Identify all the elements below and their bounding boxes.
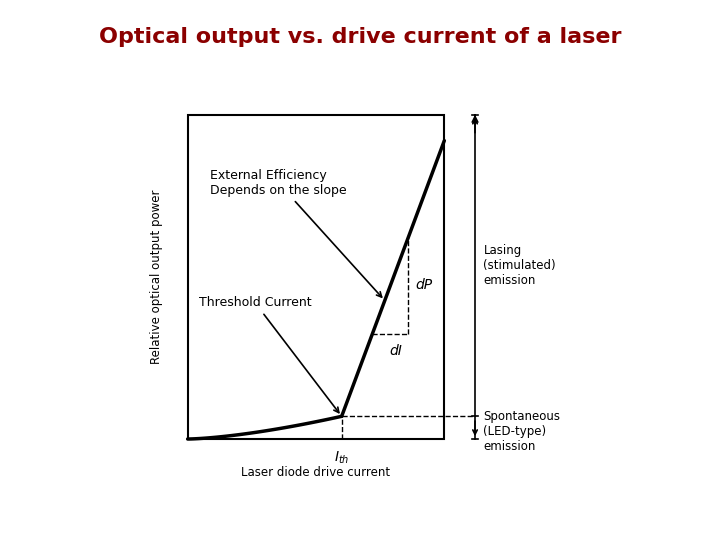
Text: Lasing
(stimulated)
emission: Lasing (stimulated) emission — [483, 244, 556, 287]
Text: Spontaneous
(LED-type)
emission: Spontaneous (LED-type) emission — [483, 410, 560, 453]
Text: Threshold Current: Threshold Current — [199, 296, 339, 413]
Text: External Efficiency
Depends on the slope: External Efficiency Depends on the slope — [210, 168, 382, 297]
Text: Optical output vs. drive current of a laser: Optical output vs. drive current of a la… — [99, 27, 621, 47]
Text: Laser diode drive current: Laser diode drive current — [241, 466, 390, 479]
Text: Relative optical output power: Relative optical output power — [150, 190, 163, 364]
Text: dI: dI — [390, 344, 402, 358]
Text: $I_{th}$: $I_{th}$ — [334, 449, 349, 466]
FancyBboxPatch shape — [188, 114, 444, 439]
Text: dP: dP — [415, 279, 432, 292]
